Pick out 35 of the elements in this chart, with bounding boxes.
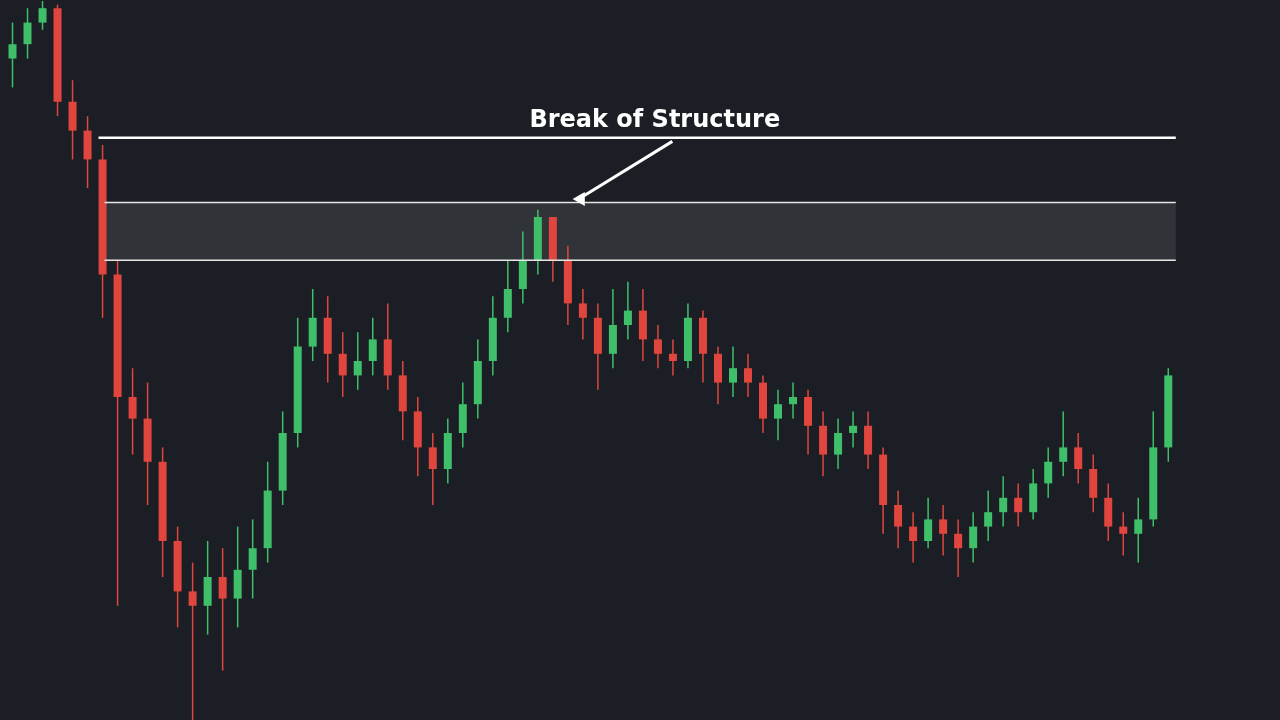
candlestick bbox=[924, 497, 933, 549]
candlestick bbox=[954, 518, 963, 578]
candlestick bbox=[8, 21, 17, 89]
candlestick bbox=[653, 324, 662, 369]
candlestick bbox=[744, 353, 752, 398]
candlestick bbox=[909, 511, 918, 564]
candlestick bbox=[128, 367, 137, 456]
annotation: Break of Structure bbox=[529, 104, 781, 133]
candlestick bbox=[969, 511, 978, 564]
candlestick bbox=[248, 518, 257, 600]
candlestick bbox=[1044, 446, 1053, 499]
candlestick bbox=[578, 288, 587, 341]
candlestick bbox=[834, 417, 843, 470]
candlestick bbox=[353, 331, 362, 391]
candlestick bbox=[894, 489, 903, 549]
candlestick bbox=[38, 0, 47, 31]
candlestick bbox=[668, 338, 677, 377]
candlestick bbox=[728, 345, 737, 398]
candlestick bbox=[338, 331, 347, 398]
candlestick bbox=[1014, 482, 1023, 528]
candlestick bbox=[1074, 432, 1083, 485]
candlestick bbox=[1119, 511, 1128, 557]
candlestick bbox=[1134, 497, 1143, 564]
candlestick bbox=[1059, 410, 1068, 477]
candlestick bbox=[939, 504, 948, 557]
candlestick bbox=[774, 389, 783, 441]
candlestick bbox=[984, 489, 993, 542]
candlestick bbox=[368, 317, 377, 377]
candlestick bbox=[428, 432, 437, 506]
candlestick bbox=[849, 410, 858, 449]
candlestick bbox=[23, 7, 32, 60]
candlestick bbox=[789, 381, 798, 420]
candlestick bbox=[623, 281, 632, 341]
candlestick bbox=[218, 547, 227, 672]
candlestick bbox=[999, 475, 1008, 528]
